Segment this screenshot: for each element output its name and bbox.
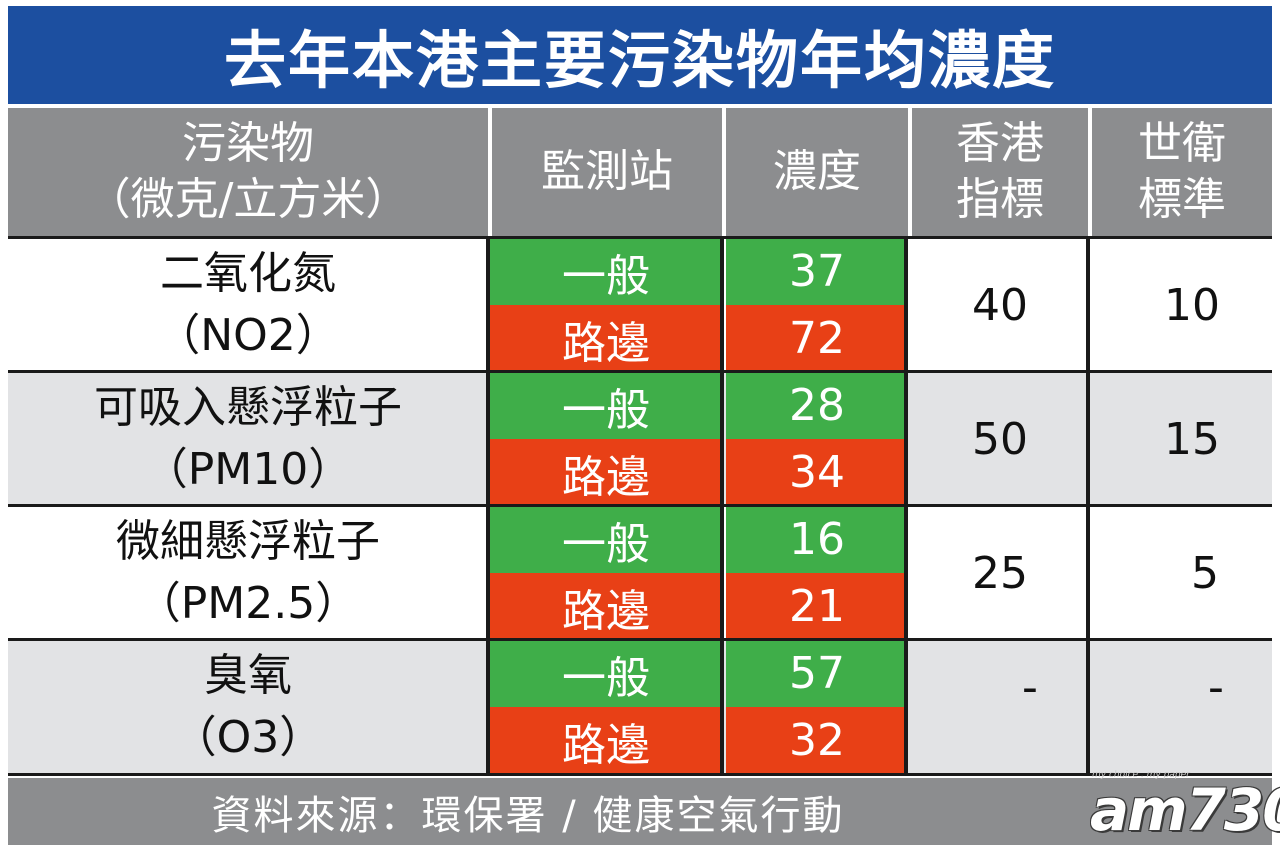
header-hk-line1: 香港 [956,118,1044,169]
header-station: 監測站 [492,108,722,236]
pollutant-name-line2: （NO2） [156,310,340,361]
concentration-general: 57 [726,640,908,707]
hk-standard-value: - [1022,661,1038,713]
grid-line [8,638,1272,641]
header-station-label: 監測站 [541,146,673,197]
pollutant-name: 微細懸浮粒子 （PM2.5） [8,506,488,640]
who-standard-value: 5 [1191,547,1219,599]
concentration-general: 37 [726,238,908,305]
station-roadside: 路邊 [490,707,722,774]
header-pollutant-line2: （微克/立方米） [86,174,410,225]
pollutant-name-line1: 可吸入懸浮粒子 [94,382,402,433]
grid-line [8,236,1272,239]
table-header: 污染物 （微克/立方米） 監測站 濃度 香港 指標 世衛 標準 [8,108,1272,236]
table-row-no2: 二氧化氮 （NO2） 一般 路邊 37 72 40 10 [8,238,1272,372]
header-hk-standard: 香港 指標 [912,108,1088,236]
station-general: 一般 [490,640,722,707]
station-general: 一般 [490,238,722,305]
header-divider [722,108,726,236]
hk-standard-value: 40 [972,279,1028,331]
station-roadside: 路邊 [490,439,722,506]
pollutant-name-line1: 臭氧 [204,650,292,701]
station-roadside: 路邊 [490,573,722,640]
logo-tagline: my choice . my paper [1092,770,1190,780]
pollutant-name: 二氧化氮 （NO2） [8,238,488,372]
concentration-roadside: 72 [726,305,908,372]
table-row-pm25: 微細懸浮粒子 （PM2.5） 一般 路邊 16 21 25 5 [8,506,1272,640]
grid-line [8,370,1272,373]
grid-line [8,773,1272,776]
concentration-roadside: 32 [726,707,908,774]
who-standard-value: 15 [1164,413,1220,465]
pollutant-name: 臭氧 （O3） [8,640,488,774]
station-roadside: 路邊 [490,305,722,372]
header-divider [488,108,492,236]
header-concentration: 濃度 [726,108,908,236]
who-standard-value: 10 [1164,279,1220,331]
source-text: 資料來源：環保署 / 健康空氣行動 [211,792,845,839]
header-divider [1088,108,1092,236]
concentration-roadside: 34 [726,439,908,506]
hk-standard-value: 25 [972,547,1028,599]
concentration-general: 28 [726,372,908,439]
station-general: 一般 [490,372,722,439]
header-divider [908,108,912,236]
table-row-o3: 臭氧 （O3） 一般 路邊 57 32 - - [8,640,1272,774]
header-who-line1: 世衛 [1138,118,1226,169]
pollutant-name-line1: 微細懸浮粒子 [116,516,380,567]
infographic-title: 去年本港主要污染物年均濃度 [8,6,1272,104]
concentration-roadside: 21 [726,573,908,640]
header-pollutant: 污染物 （微克/立方米） [8,108,488,236]
pollutant-name-line2: （O3） [172,712,324,763]
header-hk-line2: 指標 [956,174,1044,225]
header-concentration-label: 濃度 [773,146,861,197]
pollutant-name: 可吸入懸浮粒子 （PM10） [8,372,488,506]
station-general: 一般 [490,506,722,573]
hk-standard-value: 50 [972,413,1028,465]
pollutant-name-line2: （PM2.5） [136,578,360,629]
pollutant-name-line2: （PM10） [143,444,353,495]
concentration-general: 16 [726,506,908,573]
pollutant-name-line1: 二氧化氮 [160,248,336,299]
source-footer: 資料來源：環保署 / 健康空氣行動 [8,778,1272,845]
table-row-pm10: 可吸入懸浮粒子 （PM10） 一般 路邊 28 34 50 15 [8,372,1272,506]
header-pollutant-line1: 污染物 [182,118,314,169]
grid-line [8,504,1272,507]
header-who-standard: 世衛 標準 [1092,108,1272,236]
header-who-line2: 標準 [1138,174,1226,225]
am730-logo: am730 [1090,776,1280,844]
who-standard-value: - [1208,661,1224,713]
